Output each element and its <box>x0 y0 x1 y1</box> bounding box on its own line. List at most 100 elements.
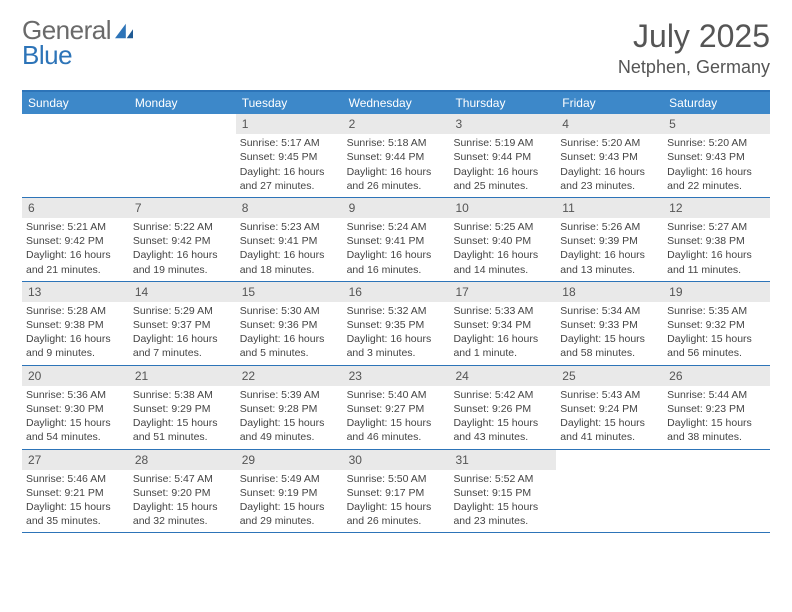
day-cell: 14Sunrise: 5:29 AMSunset: 9:37 PMDayligh… <box>129 282 236 365</box>
day-sunset: Sunset: 9:29 PM <box>133 402 232 416</box>
day-daylight2: and 35 minutes. <box>26 514 125 528</box>
day-sunrise: Sunrise: 5:30 AM <box>240 304 339 318</box>
day-cell: 7Sunrise: 5:22 AMSunset: 9:42 PMDaylight… <box>129 198 236 281</box>
day-body: Sunrise: 5:46 AMSunset: 9:21 PMDaylight:… <box>22 470 129 533</box>
day-cell: 23Sunrise: 5:40 AMSunset: 9:27 PMDayligh… <box>343 366 450 449</box>
day-daylight2: and 14 minutes. <box>453 263 552 277</box>
day-sunset: Sunset: 9:41 PM <box>240 234 339 248</box>
day-number: 11 <box>556 198 663 218</box>
day-sunrise: Sunrise: 5:25 AM <box>453 220 552 234</box>
day-number: 9 <box>343 198 450 218</box>
day-sunset: Sunset: 9:37 PM <box>133 318 232 332</box>
header: GeneralBlue July 2025 Netphen, Germany <box>22 18 770 78</box>
day-sunrise: Sunrise: 5:20 AM <box>560 136 659 150</box>
day-sunrise: Sunrise: 5:33 AM <box>453 304 552 318</box>
day-cell: 18Sunrise: 5:34 AMSunset: 9:33 PMDayligh… <box>556 282 663 365</box>
day-daylight2: and 56 minutes. <box>667 346 766 360</box>
day-cell <box>556 450 663 533</box>
day-sunrise: Sunrise: 5:23 AM <box>240 220 339 234</box>
day-sunrise: Sunrise: 5:21 AM <box>26 220 125 234</box>
day-daylight1: Daylight: 15 hours <box>560 332 659 346</box>
day-daylight2: and 54 minutes. <box>26 430 125 444</box>
day-sunrise: Sunrise: 5:32 AM <box>347 304 446 318</box>
day-daylight1: Daylight: 15 hours <box>133 416 232 430</box>
day-sunset: Sunset: 9:44 PM <box>347 150 446 164</box>
day-daylight2: and 5 minutes. <box>240 346 339 360</box>
day-daylight1: Daylight: 15 hours <box>240 416 339 430</box>
day-number: 6 <box>22 198 129 218</box>
day-cell: 1Sunrise: 5:17 AMSunset: 9:45 PMDaylight… <box>236 114 343 197</box>
weekday-6: Saturday <box>663 92 770 114</box>
day-sunrise: Sunrise: 5:19 AM <box>453 136 552 150</box>
day-daylight2: and 9 minutes. <box>26 346 125 360</box>
day-body: Sunrise: 5:34 AMSunset: 9:33 PMDaylight:… <box>556 302 663 365</box>
day-cell: 17Sunrise: 5:33 AMSunset: 9:34 PMDayligh… <box>449 282 556 365</box>
day-sunset: Sunset: 9:15 PM <box>453 486 552 500</box>
weekday-2: Tuesday <box>236 92 343 114</box>
day-number: 28 <box>129 450 236 470</box>
day-number: 17 <box>449 282 556 302</box>
day-body: Sunrise: 5:20 AMSunset: 9:43 PMDaylight:… <box>556 134 663 197</box>
day-body: Sunrise: 5:52 AMSunset: 9:15 PMDaylight:… <box>449 470 556 533</box>
day-sunset: Sunset: 9:38 PM <box>26 318 125 332</box>
day-cell: 24Sunrise: 5:42 AMSunset: 9:26 PMDayligh… <box>449 366 556 449</box>
day-daylight1: Daylight: 16 hours <box>667 248 766 262</box>
logo: GeneralBlue <box>22 18 135 67</box>
weekday-5: Friday <box>556 92 663 114</box>
logo-text-part2: Blue <box>22 40 72 70</box>
day-daylight1: Daylight: 15 hours <box>133 500 232 514</box>
day-daylight2: and 29 minutes. <box>240 514 339 528</box>
day-daylight2: and 19 minutes. <box>133 263 232 277</box>
day-daylight2: and 43 minutes. <box>453 430 552 444</box>
day-sunrise: Sunrise: 5:43 AM <box>560 388 659 402</box>
day-cell: 5Sunrise: 5:20 AMSunset: 9:43 PMDaylight… <box>663 114 770 197</box>
day-body: Sunrise: 5:17 AMSunset: 9:45 PMDaylight:… <box>236 134 343 197</box>
day-body: Sunrise: 5:32 AMSunset: 9:35 PMDaylight:… <box>343 302 450 365</box>
day-daylight1: Daylight: 16 hours <box>133 248 232 262</box>
day-sunset: Sunset: 9:43 PM <box>560 150 659 164</box>
day-body: Sunrise: 5:29 AMSunset: 9:37 PMDaylight:… <box>129 302 236 365</box>
day-cell <box>663 450 770 533</box>
day-daylight2: and 38 minutes. <box>667 430 766 444</box>
day-cell: 6Sunrise: 5:21 AMSunset: 9:42 PMDaylight… <box>22 198 129 281</box>
day-sunset: Sunset: 9:38 PM <box>667 234 766 248</box>
day-body: Sunrise: 5:30 AMSunset: 9:36 PMDaylight:… <box>236 302 343 365</box>
day-cell: 15Sunrise: 5:30 AMSunset: 9:36 PMDayligh… <box>236 282 343 365</box>
day-sunrise: Sunrise: 5:29 AM <box>133 304 232 318</box>
day-sunrise: Sunrise: 5:27 AM <box>667 220 766 234</box>
day-body: Sunrise: 5:27 AMSunset: 9:38 PMDaylight:… <box>663 218 770 281</box>
day-sunset: Sunset: 9:32 PM <box>667 318 766 332</box>
day-cell: 16Sunrise: 5:32 AMSunset: 9:35 PMDayligh… <box>343 282 450 365</box>
day-daylight2: and 16 minutes. <box>347 263 446 277</box>
day-sunrise: Sunrise: 5:26 AM <box>560 220 659 234</box>
day-daylight2: and 3 minutes. <box>347 346 446 360</box>
weekday-0: Sunday <box>22 92 129 114</box>
day-body: Sunrise: 5:19 AMSunset: 9:44 PMDaylight:… <box>449 134 556 197</box>
day-sunrise: Sunrise: 5:17 AM <box>240 136 339 150</box>
week-row: 20Sunrise: 5:36 AMSunset: 9:30 PMDayligh… <box>22 366 770 450</box>
day-sunrise: Sunrise: 5:44 AM <box>667 388 766 402</box>
day-body: Sunrise: 5:20 AMSunset: 9:43 PMDaylight:… <box>663 134 770 197</box>
day-sunrise: Sunrise: 5:50 AM <box>347 472 446 486</box>
day-sunrise: Sunrise: 5:34 AM <box>560 304 659 318</box>
day-body: Sunrise: 5:43 AMSunset: 9:24 PMDaylight:… <box>556 386 663 449</box>
day-cell: 8Sunrise: 5:23 AMSunset: 9:41 PMDaylight… <box>236 198 343 281</box>
day-daylight1: Daylight: 16 hours <box>347 248 446 262</box>
day-body: Sunrise: 5:21 AMSunset: 9:42 PMDaylight:… <box>22 218 129 281</box>
day-body: Sunrise: 5:28 AMSunset: 9:38 PMDaylight:… <box>22 302 129 365</box>
day-number: 31 <box>449 450 556 470</box>
day-daylight2: and 11 minutes. <box>667 263 766 277</box>
day-cell: 19Sunrise: 5:35 AMSunset: 9:32 PMDayligh… <box>663 282 770 365</box>
day-sunset: Sunset: 9:45 PM <box>240 150 339 164</box>
day-daylight1: Daylight: 15 hours <box>347 500 446 514</box>
day-number: 25 <box>556 366 663 386</box>
day-body: Sunrise: 5:33 AMSunset: 9:34 PMDaylight:… <box>449 302 556 365</box>
day-sunrise: Sunrise: 5:46 AM <box>26 472 125 486</box>
day-cell: 9Sunrise: 5:24 AMSunset: 9:41 PMDaylight… <box>343 198 450 281</box>
day-daylight1: Daylight: 15 hours <box>453 500 552 514</box>
day-sunrise: Sunrise: 5:49 AM <box>240 472 339 486</box>
day-daylight1: Daylight: 16 hours <box>26 248 125 262</box>
day-sunrise: Sunrise: 5:22 AM <box>133 220 232 234</box>
weekday-3: Wednesday <box>343 92 450 114</box>
day-daylight1: Daylight: 16 hours <box>133 332 232 346</box>
